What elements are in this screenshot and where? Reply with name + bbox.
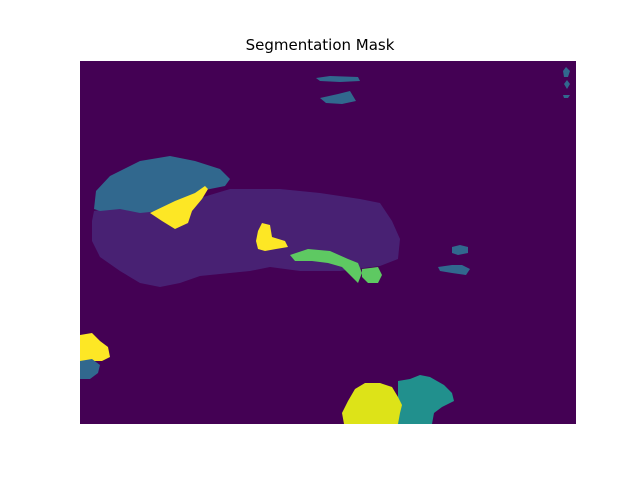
mask-region-green-1 bbox=[290, 249, 362, 283]
mask-region-yellow-1 bbox=[150, 186, 208, 229]
mask-region-blue-8 bbox=[438, 265, 470, 275]
mask-region-blue-1 bbox=[94, 156, 230, 213]
mask-region-green-2 bbox=[362, 267, 382, 283]
mask-region-blue-4 bbox=[563, 67, 570, 77]
mask-region-blue-5 bbox=[564, 80, 570, 89]
mask-region-blue-7 bbox=[452, 245, 468, 255]
mask-region-yellow-2 bbox=[256, 223, 288, 251]
mask-region-blue-2 bbox=[316, 76, 360, 82]
mask-region-blue-3 bbox=[320, 91, 356, 104]
mask-region-teal-1 bbox=[398, 375, 454, 424]
mask-region-blue-9 bbox=[80, 359, 100, 379]
mask-region-yellow-4 bbox=[342, 383, 402, 424]
mask-region-blue-6 bbox=[563, 95, 570, 98]
figure-title: Segmentation Mask bbox=[245, 36, 395, 54]
segmentation-mask bbox=[80, 61, 576, 424]
